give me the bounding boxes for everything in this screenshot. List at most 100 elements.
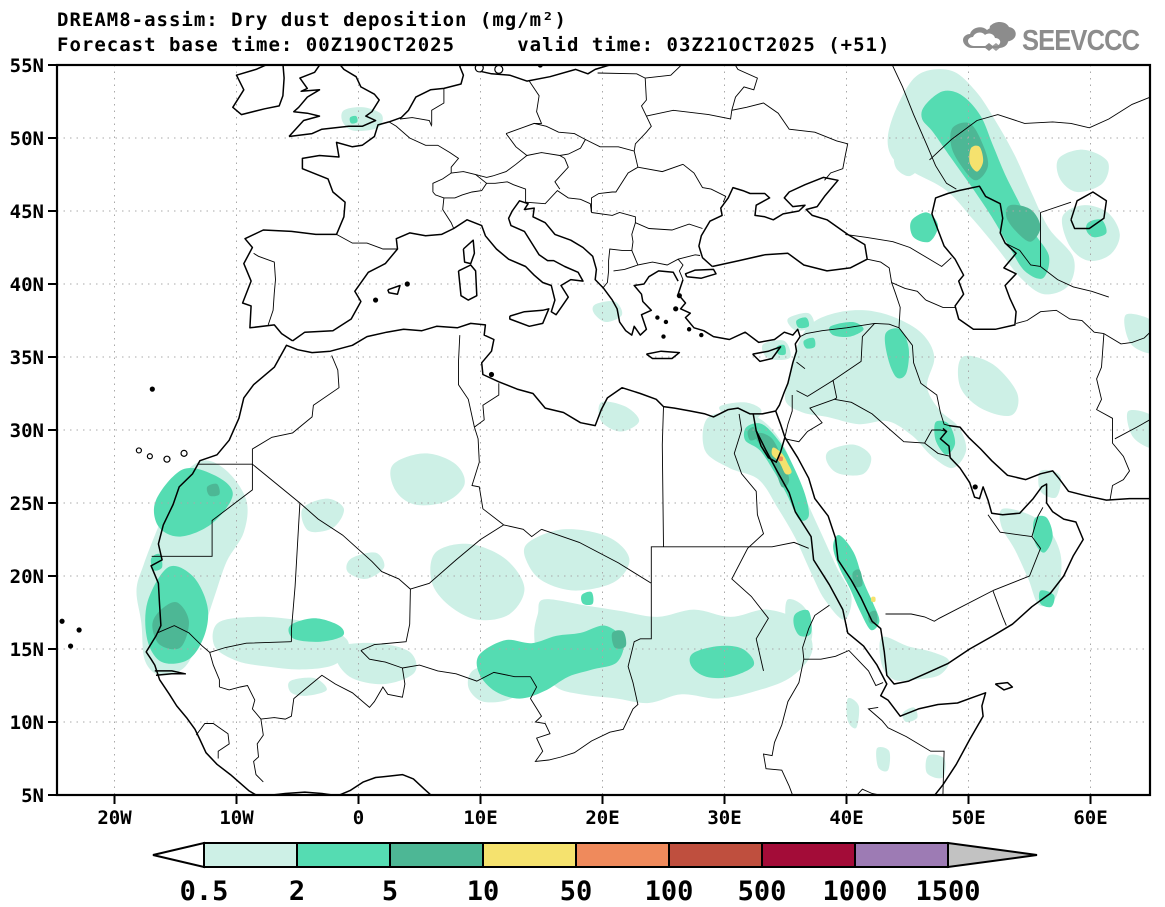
chart-subtitle: Forecast base time: 00Z19OCT2025 valid t… <box>57 34 891 56</box>
seevccc-logo: SEEVCCC <box>960 20 1155 63</box>
country-border <box>987 514 1032 538</box>
coastline <box>457 264 478 301</box>
dust-region-0.5-2 <box>1056 149 1109 193</box>
dust-region-5-10 <box>611 630 627 649</box>
country-border <box>252 463 301 504</box>
dust-region-10-50 <box>969 145 984 172</box>
country-border <box>290 502 301 642</box>
lon-tick-label: 50E <box>951 807 985 829</box>
dust-region-0.5-2 <box>957 355 1019 417</box>
colorbar-level-label: 10 <box>467 876 500 907</box>
country-border <box>929 96 1150 161</box>
colorbar-level-label: 500 <box>738 876 787 907</box>
dust-region-2-5 <box>689 645 755 679</box>
dust-region-0.5-2 <box>876 747 891 772</box>
coastline <box>154 670 187 677</box>
coastline <box>265 773 433 795</box>
country-border <box>1015 309 1104 335</box>
country-border <box>151 464 253 557</box>
island <box>661 334 666 339</box>
dust-region-2-5 <box>288 618 345 642</box>
country-border <box>650 546 664 584</box>
lon-tick-label: 0 <box>353 807 364 829</box>
cloud-icon <box>960 20 1018 63</box>
dust-region-5-10 <box>206 483 220 497</box>
dust-region-0.5-2 <box>825 444 872 476</box>
graticule <box>57 65 1150 795</box>
country-border <box>1114 419 1150 440</box>
country-border <box>157 625 210 653</box>
country-border <box>251 355 340 465</box>
country-border <box>992 590 1007 626</box>
dust-region-5-10 <box>1005 204 1041 242</box>
dust-region-5-10 <box>152 602 189 650</box>
dust-region-2-5 <box>581 591 594 606</box>
lat-tick-label: 10N <box>10 712 44 734</box>
country-border <box>209 652 220 687</box>
country-border <box>336 234 398 250</box>
lon-tick-label: 60E <box>1073 807 1107 829</box>
island <box>972 484 978 490</box>
country-border <box>661 406 664 547</box>
country-border <box>885 590 994 622</box>
colorbar-under-arrow <box>152 841 205 869</box>
colorbar-level-label: 0.5 <box>180 876 229 907</box>
country-border <box>867 258 927 301</box>
lon-tick-label: 30E <box>707 807 741 829</box>
colorbar-segment <box>203 842 298 868</box>
island <box>146 453 153 460</box>
country-border <box>474 383 500 428</box>
dust-region-5-10 <box>868 610 878 625</box>
dust-region-2-5 <box>934 420 956 455</box>
dust-region-0.5-2 <box>893 147 923 177</box>
country-border <box>834 398 925 444</box>
dust-region-2-5 <box>910 212 939 243</box>
dust-region-0.5-2 <box>598 401 640 432</box>
country-border <box>645 65 683 79</box>
coastline <box>1070 191 1108 230</box>
country-border <box>1004 212 1041 268</box>
country-border <box>924 429 947 444</box>
country-border <box>867 706 945 795</box>
country-border <box>388 121 460 173</box>
island <box>404 281 410 287</box>
country-border <box>1103 331 1150 345</box>
colorbar-segment <box>482 842 577 868</box>
lon-tick-label: 20W <box>97 807 132 829</box>
country-border <box>802 604 884 687</box>
country-border <box>195 723 230 759</box>
colorbar-level-label: 50 <box>560 876 593 907</box>
country-border <box>360 650 403 669</box>
dust-region-0.5-2 <box>430 543 525 621</box>
dust-region-2-5 <box>793 609 812 637</box>
dust-region-2-5 <box>796 317 810 329</box>
dust-region-0.5-2 <box>784 310 967 469</box>
lon-tick-label: 10W <box>219 807 254 829</box>
lat-tick-label: 35N <box>10 347 44 369</box>
lat-tick-label: 20N <box>10 566 44 588</box>
dust-region-0.5-2 <box>335 642 417 685</box>
coastline <box>994 681 1014 691</box>
island <box>59 618 65 624</box>
colorbar: 0.5 2 5 10 50 100 500 1000 1500 <box>152 841 1038 907</box>
country-border <box>591 212 703 231</box>
lat-tick-label: 30N <box>10 420 44 442</box>
island <box>686 327 692 332</box>
country-border <box>591 166 639 213</box>
lat-tick-label: 5N <box>21 785 44 807</box>
country-border <box>663 541 809 549</box>
logo-text: SEEVCCC <box>1021 25 1140 57</box>
coastline <box>755 430 987 795</box>
dust-region-5-10 <box>852 569 863 588</box>
dust-region-0.5-2 <box>301 498 345 533</box>
lat-tick-label: 45N <box>10 201 44 223</box>
country-border <box>458 335 475 428</box>
coastline <box>948 424 1150 501</box>
country-border <box>399 117 433 127</box>
dust-region-0.5-2 <box>534 599 813 704</box>
dust-region-2-5 <box>1086 219 1107 238</box>
dust-region-2-5 <box>1038 590 1055 608</box>
country-border <box>646 102 849 181</box>
country-border <box>260 667 406 720</box>
